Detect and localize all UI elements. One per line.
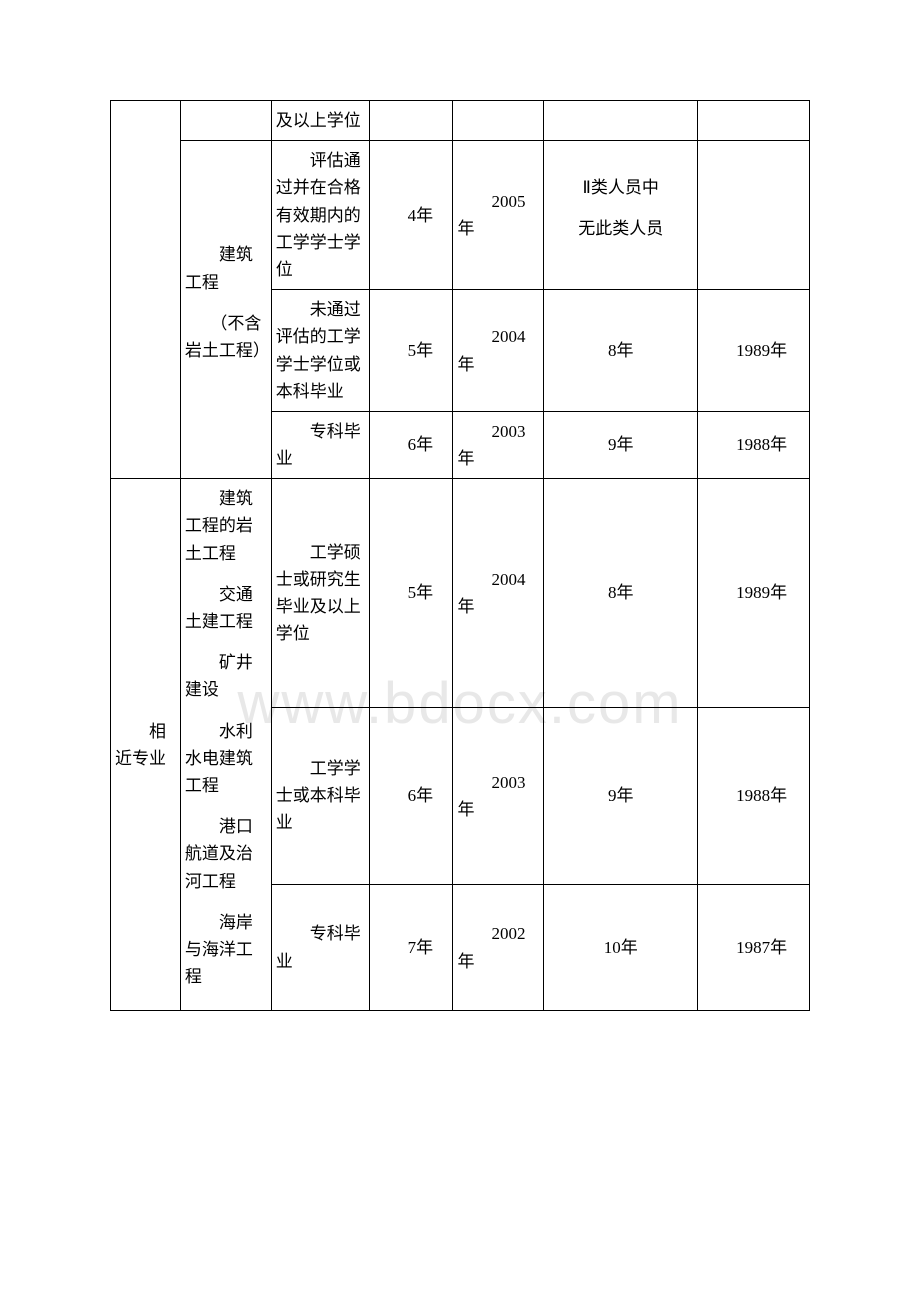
table-cell (698, 141, 810, 290)
table-cell: 建筑工程的岩土工程 交通土建工程 矿井建设 水利水电建筑工程 港口航道及治河工程… (180, 479, 271, 1011)
table-cell: Ⅱ类人员中无此类人员 (544, 141, 698, 290)
table-cell: 1988年 (698, 707, 810, 884)
table-cell: 2004年 (453, 479, 544, 707)
cell-text: 矿井建设 (185, 649, 267, 703)
table-cell: 2004年 (453, 290, 544, 412)
table-cell: 1987年 (698, 884, 810, 1010)
table-cell (544, 101, 698, 141)
cell-text: 建筑工程的岩土工程 (185, 485, 267, 567)
table-cell: 专科毕业 (271, 884, 369, 1010)
qualification-table: 及以上学位 建筑工程 （不含岩土工程） 评估通过并在合格有效期内的工学学士学位 … (110, 100, 810, 1011)
table-cell: 1989年 (698, 290, 810, 412)
table-cell: 8年 (544, 479, 698, 707)
table-cell: 9年 (544, 411, 698, 478)
table-cell: 10年 (544, 884, 698, 1010)
table-cell: 未通过评估的工学学士学位或本科毕业 (271, 290, 369, 412)
table-cell: 工学学士或本科毕业 (271, 707, 369, 884)
table-cell: 相近专业 (111, 479, 181, 1011)
table-cell: 1988年 (698, 411, 810, 478)
table-row: 建筑工程 （不含岩土工程） 评估通过并在合格有效期内的工学学士学位 4年 200… (111, 141, 810, 290)
table-cell: 6年 (369, 707, 453, 884)
table-cell: 9年 (544, 707, 698, 884)
table-cell: 及以上学位 (271, 101, 369, 141)
cell-text: 水利水电建筑工程 (185, 718, 267, 800)
table-cell: 5年 (369, 479, 453, 707)
table-cell: 评估通过并在合格有效期内的工学学士学位 (271, 141, 369, 290)
table-cell: 6年 (369, 411, 453, 478)
cell-text: 港口航道及治河工程 (185, 813, 267, 895)
table-cell: 2005年 (453, 141, 544, 290)
table-cell: 5年 (369, 290, 453, 412)
table-cell: 7年 (369, 884, 453, 1010)
table-cell (111, 101, 181, 479)
table-cell (453, 101, 544, 141)
cell-text: Ⅱ类人员中 (548, 174, 693, 201)
cell-text: 建筑工程 (185, 241, 267, 295)
table-cell: 工学硕士或研究生毕业及以上学位 (271, 479, 369, 707)
table-cell: 专科毕业 (271, 411, 369, 478)
cell-text: 无此类人员 (548, 215, 693, 242)
table-cell (698, 101, 810, 141)
table-cell: 4年 (369, 141, 453, 290)
table-cell: 1989年 (698, 479, 810, 707)
cell-text: 交通土建工程 (185, 581, 267, 635)
table-cell: 2003年 (453, 707, 544, 884)
table-row: 及以上学位 (111, 101, 810, 141)
table-cell: 8年 (544, 290, 698, 412)
table-cell: 2002年 (453, 884, 544, 1010)
table-cell: 2003年 (453, 411, 544, 478)
table-cell (180, 101, 271, 141)
table-cell: 建筑工程 （不含岩土工程） (180, 141, 271, 479)
cell-text: 海岸与海洋工程 (185, 909, 267, 991)
table-cell (369, 101, 453, 141)
cell-text: （不含岩土工程） (185, 310, 267, 364)
table-row: 相近专业 建筑工程的岩土工程 交通土建工程 矿井建设 水利水电建筑工程 港口航道… (111, 479, 810, 707)
